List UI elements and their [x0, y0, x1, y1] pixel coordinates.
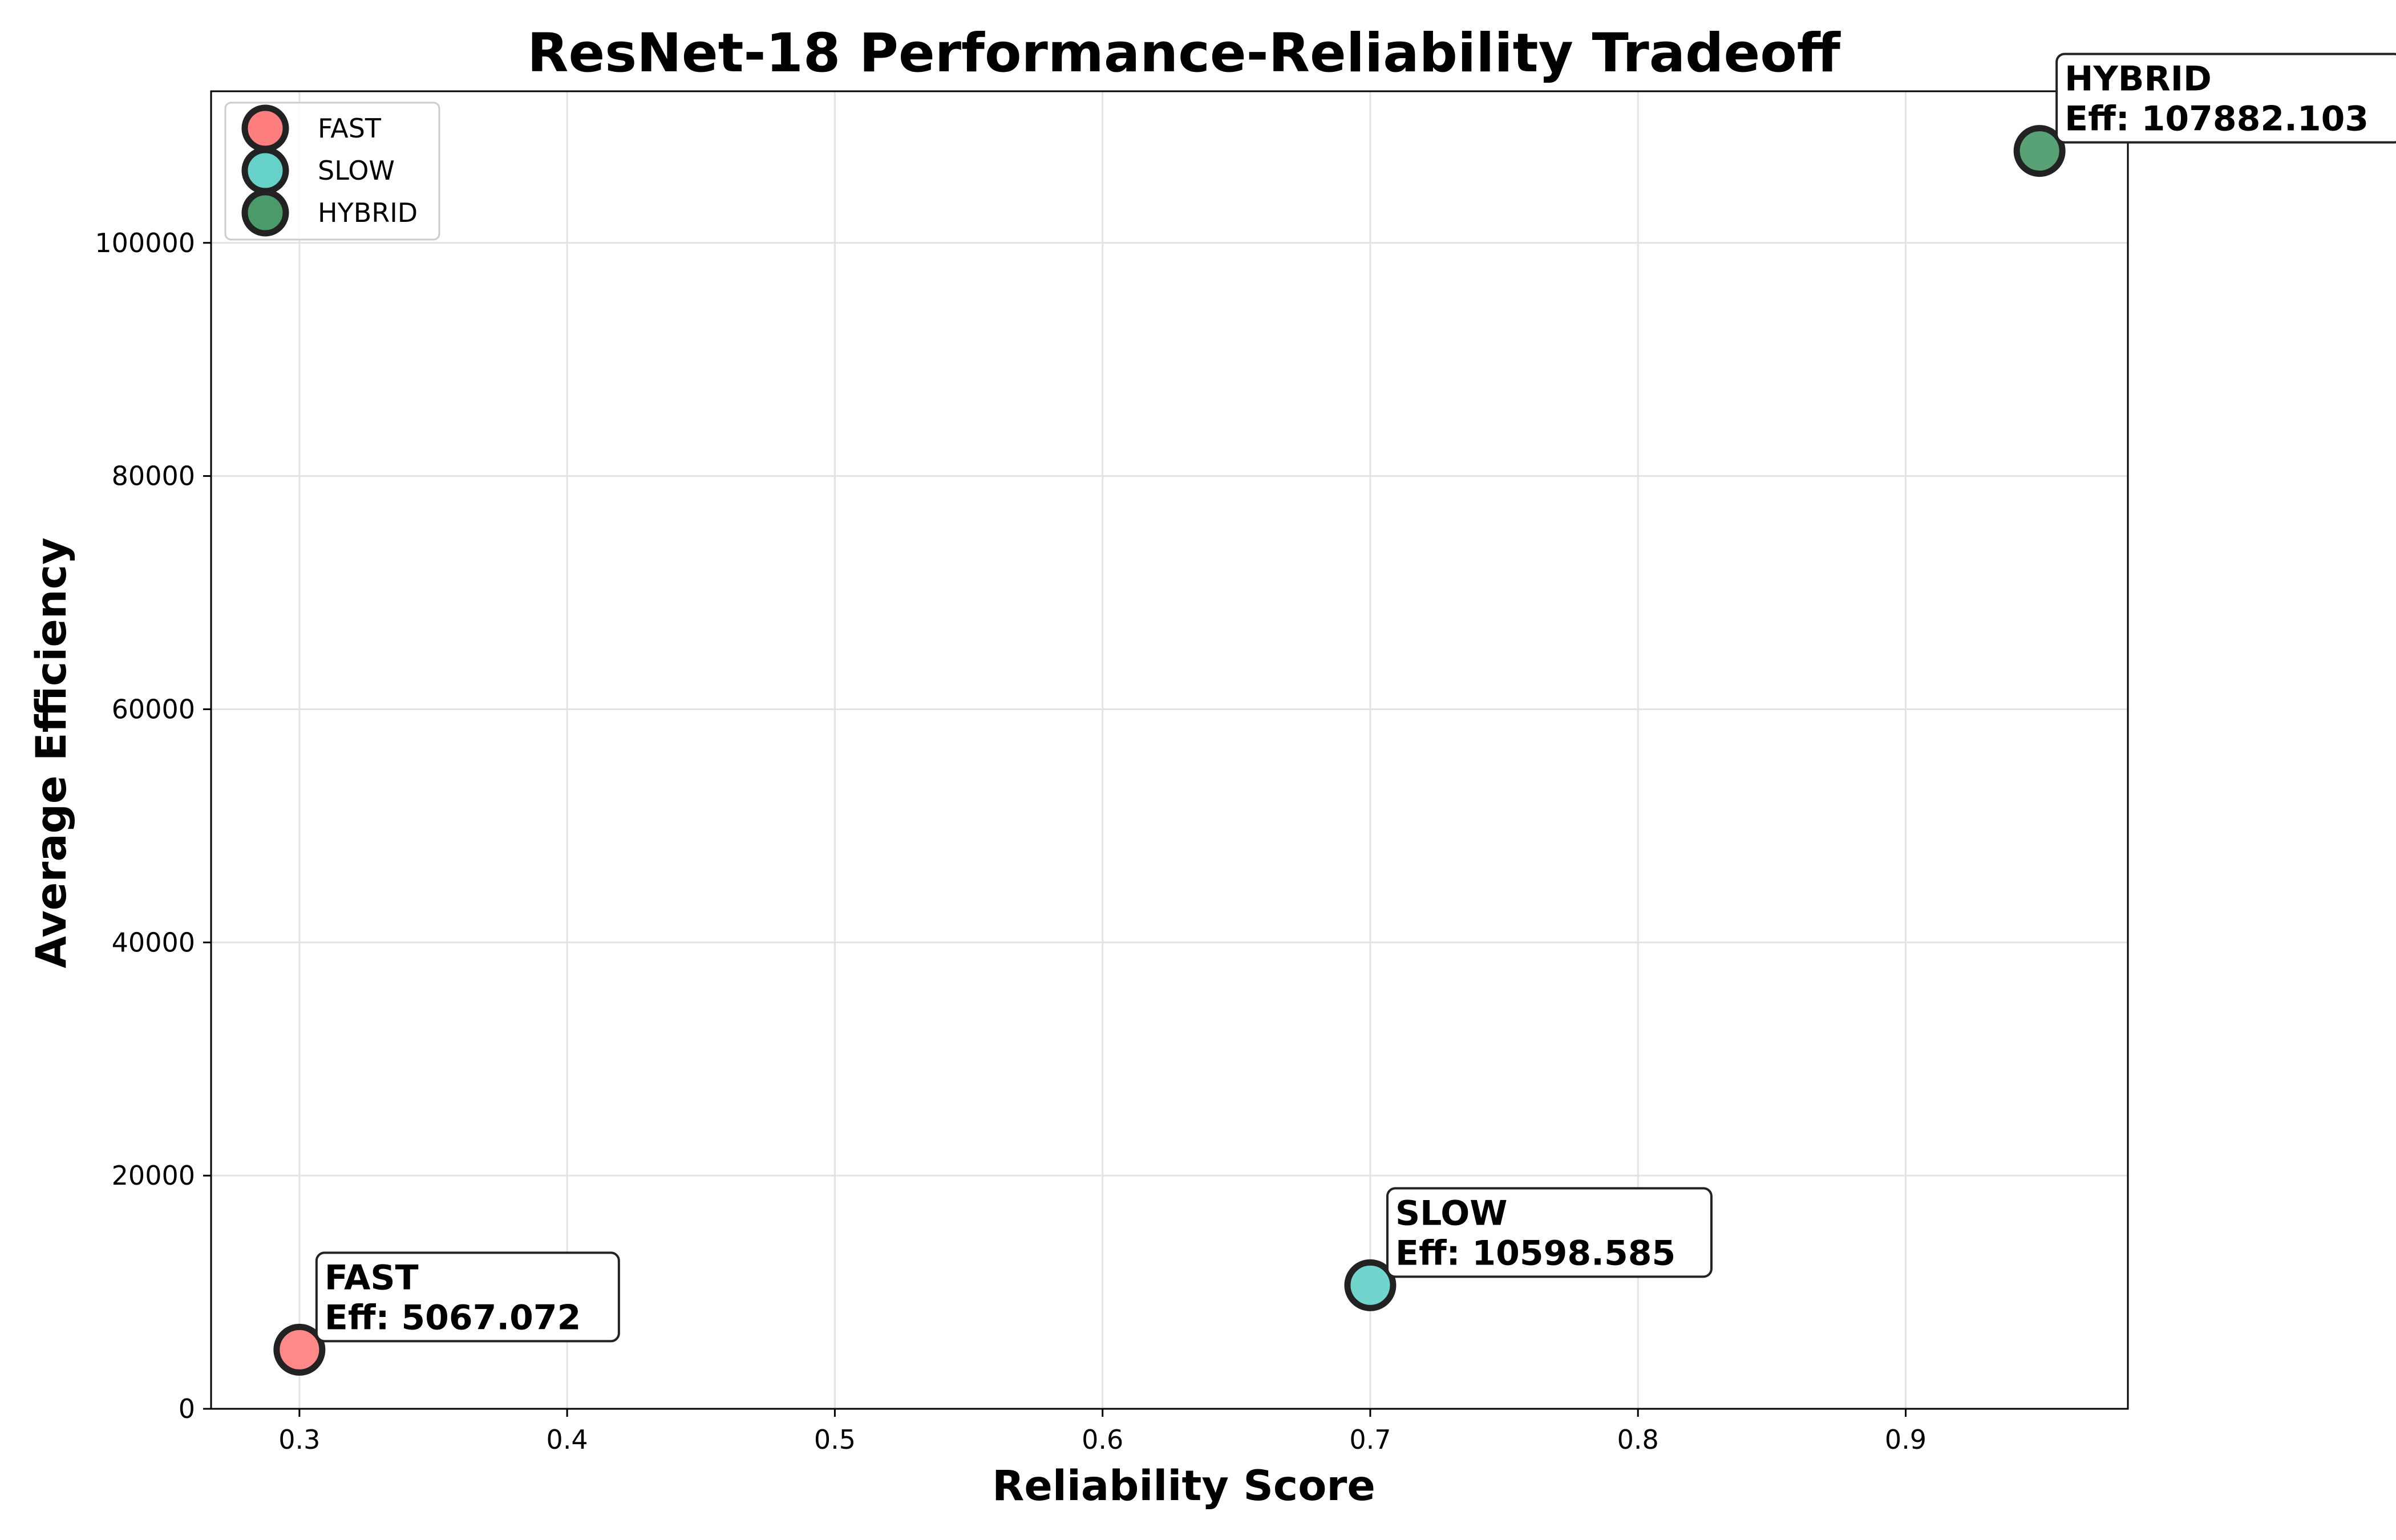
y-tick-label: 20000: [112, 1160, 195, 1191]
x-tick-label: 0.6: [1082, 1424, 1123, 1455]
legend-label: FAST: [318, 113, 382, 144]
legend: FAST SLOW HYBRID: [224, 102, 440, 241]
legend-item-hybrid: HYBRID: [241, 189, 418, 237]
x-axis-label: Reliability Score: [992, 1462, 1375, 1510]
grid-lines: [211, 91, 2128, 1410]
annotation-text: Eff: 5067.072: [325, 1298, 581, 1338]
legend-marker: [241, 147, 289, 194]
y-tick-label: 80000: [112, 461, 195, 492]
x-tick-label: 0.7: [1349, 1424, 1391, 1455]
data-point-hybrid: [2013, 125, 2066, 177]
y-axis-label: Average Efficiency: [27, 537, 76, 968]
x-tick-label: 0.3: [278, 1424, 320, 1455]
annotation-box: [2055, 52, 2396, 144]
legend-item-slow: SLOW: [241, 147, 395, 194]
plot-frame: [210, 90, 2129, 1410]
legend-label: HYBRID: [318, 197, 418, 228]
annotation-text: SLOW: [1395, 1193, 1508, 1233]
annotation-box: [315, 1251, 620, 1343]
x-tick-label: 0.5: [814, 1424, 856, 1455]
x-tick-label: 0.4: [547, 1424, 588, 1455]
data-point-fast: [273, 1323, 326, 1376]
chart-title: ResNet-18 Performance-Reliability Tradeo…: [527, 22, 1841, 84]
legend-marker: [241, 189, 289, 237]
x-tick-label: 0.8: [1617, 1424, 1659, 1455]
legend-label: SLOW: [318, 155, 395, 186]
legend-marker: [241, 104, 289, 152]
x-tick-label: 0.9: [1885, 1424, 1926, 1455]
y-tick-label: 0: [179, 1393, 195, 1424]
data-point-slow: [1344, 1259, 1397, 1311]
y-tick-label: 60000: [112, 694, 195, 724]
annotation-text: HYBRID: [2065, 59, 2212, 99]
legend-item-fast: FAST: [241, 104, 382, 152]
y-tick-label: 100000: [95, 228, 195, 258]
annotation-box: [1386, 1187, 1713, 1278]
annotation-text: FAST: [325, 1258, 419, 1298]
y-tick-label: 40000: [112, 927, 195, 958]
data-points: [273, 125, 2066, 1376]
axes: 0.3 0.4 0.5 0.6 0.7 0.8 0.9 0 20000 40000 60000 800…: [95, 90, 2129, 1455]
annotation-text: Eff: 107882.103: [2065, 99, 2369, 139]
annotation-text: Eff: 10598.585: [1395, 1233, 1675, 1273]
